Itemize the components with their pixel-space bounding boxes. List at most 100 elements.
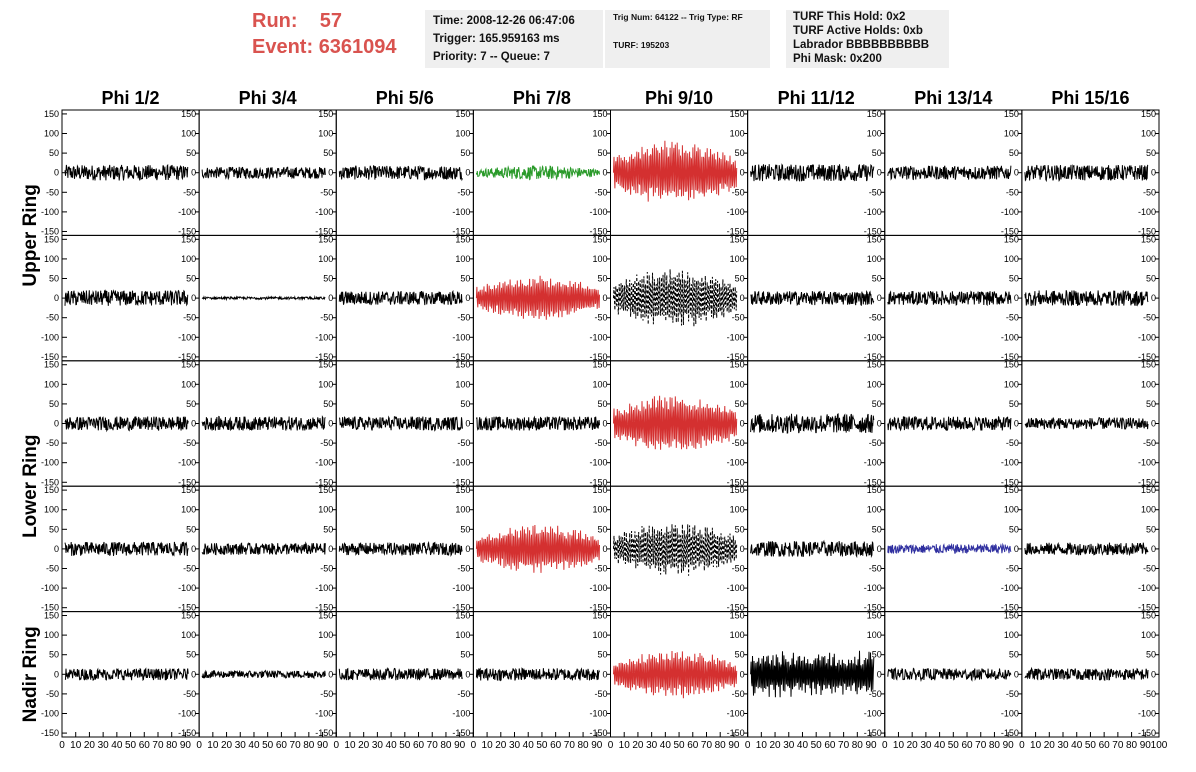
x-tick-label: 10 bbox=[1030, 740, 1042, 751]
x-tick-label: 50 bbox=[125, 740, 137, 751]
x-tick-label: 70 bbox=[290, 740, 302, 751]
y-tick-label: 150 bbox=[44, 360, 59, 370]
waveform-trace bbox=[64, 416, 189, 433]
y-tick-label: 50 bbox=[460, 274, 470, 284]
y-tick-label: 50 bbox=[1146, 399, 1156, 409]
y-tick-label: 150 bbox=[455, 234, 470, 244]
x-tick-label: 90 bbox=[1003, 740, 1015, 751]
y-tick-label: 100 bbox=[592, 630, 607, 640]
y-tick-label: 150 bbox=[455, 611, 470, 621]
y-tick-label: 150 bbox=[1004, 485, 1019, 495]
y-tick-label: 150 bbox=[1004, 234, 1019, 244]
x-tick-label: 70 bbox=[152, 740, 164, 751]
y-tick-label: -50 bbox=[732, 689, 745, 699]
waveform-trace bbox=[64, 667, 189, 682]
y-tick-label: 0 bbox=[465, 669, 470, 679]
y-tick-label: -50 bbox=[594, 187, 607, 197]
y-tick-label: -100 bbox=[1138, 583, 1156, 593]
column-header: Phi 11/12 bbox=[778, 88, 855, 108]
y-tick-label: 50 bbox=[186, 399, 196, 409]
y-tick-label: -150 bbox=[589, 728, 607, 738]
y-tick-label: 150 bbox=[592, 611, 607, 621]
x-tick-label: 80 bbox=[1126, 740, 1138, 751]
x-tick-label: 10 bbox=[756, 740, 768, 751]
y-tick-label: 0 bbox=[191, 544, 196, 554]
y-tick-label: -150 bbox=[1138, 603, 1156, 613]
waveform-trace bbox=[750, 539, 875, 559]
x-tick-label: 40 bbox=[248, 740, 260, 751]
y-tick-label: -100 bbox=[41, 583, 59, 593]
row-label: Lower Ring bbox=[20, 434, 41, 537]
y-tick-label: 0 bbox=[191, 419, 196, 429]
y-tick-label: 150 bbox=[44, 485, 59, 495]
y-tick-label: -150 bbox=[589, 352, 607, 362]
y-tick-label: -150 bbox=[864, 226, 882, 236]
y-tick-label: -100 bbox=[315, 332, 333, 342]
x-tick-label: 60 bbox=[961, 740, 973, 751]
y-tick-label: -100 bbox=[452, 708, 470, 718]
x-tick-label: 90 bbox=[317, 740, 329, 751]
y-tick-label: 100 bbox=[867, 379, 882, 389]
y-tick-label: -150 bbox=[452, 728, 470, 738]
y-tick-label: -50 bbox=[1006, 563, 1019, 573]
y-tick-label: 50 bbox=[186, 148, 196, 158]
x-tick-label: 70 bbox=[701, 740, 713, 751]
x-tick-label: 60 bbox=[824, 740, 836, 751]
run-label: Run: bbox=[252, 10, 298, 32]
y-tick-label: 50 bbox=[460, 399, 470, 409]
y-tick-label: -100 bbox=[315, 708, 333, 718]
y-tick-label: -50 bbox=[46, 689, 59, 699]
y-tick-label: 0 bbox=[465, 293, 470, 303]
y-tick-label: 50 bbox=[49, 650, 59, 660]
y-tick-label: -150 bbox=[315, 477, 333, 487]
turf-text: TURF: 195203 bbox=[613, 40, 670, 50]
event-line: Event: 6361094 bbox=[252, 34, 397, 60]
column-header: Phi 15/16 bbox=[1051, 88, 1129, 108]
x-tick-label: 0 bbox=[745, 740, 751, 751]
waveform-trace bbox=[613, 269, 738, 327]
y-tick-label: -150 bbox=[1001, 226, 1019, 236]
y-tick-label: 50 bbox=[323, 524, 333, 534]
x-tick-label: 70 bbox=[427, 740, 439, 751]
y-tick-label: -50 bbox=[1006, 187, 1019, 197]
y-tick-label: 100 bbox=[181, 630, 196, 640]
waveform-trace bbox=[201, 166, 326, 181]
y-tick-label: 100 bbox=[730, 630, 745, 640]
y-tick-label: -150 bbox=[1138, 477, 1156, 487]
y-tick-label: 150 bbox=[318, 109, 333, 119]
time-text: Time: 2008-12-26 06:47:06 bbox=[433, 15, 575, 27]
waveform-trace bbox=[613, 524, 738, 576]
y-tick-label: 100 bbox=[867, 254, 882, 264]
y-tick-label: 50 bbox=[597, 274, 607, 284]
x-tick-label: 50 bbox=[674, 740, 686, 751]
y-tick-label: 50 bbox=[735, 650, 745, 660]
x-tick-label: 50 bbox=[399, 740, 411, 751]
x-tick-label: 60 bbox=[413, 740, 425, 751]
y-tick-label: -150 bbox=[1001, 728, 1019, 738]
y-tick-label: 0 bbox=[328, 544, 333, 554]
waveform-trace bbox=[338, 289, 463, 306]
y-tick-label: 0 bbox=[1014, 544, 1019, 554]
y-tick-label: -150 bbox=[589, 603, 607, 613]
y-tick-label: 100 bbox=[1004, 254, 1019, 264]
waveform-trace bbox=[338, 415, 463, 432]
y-tick-label: -150 bbox=[41, 226, 59, 236]
x-tick-label: 50 bbox=[948, 740, 960, 751]
y-tick-label: 150 bbox=[181, 611, 196, 621]
y-tick-label: 50 bbox=[597, 650, 607, 660]
y-tick-label: 0 bbox=[877, 168, 882, 178]
y-tick-label: 0 bbox=[465, 419, 470, 429]
y-tick-label: -100 bbox=[727, 583, 745, 593]
x-tick-label: 60 bbox=[687, 740, 699, 751]
x-tick-label: 20 bbox=[1044, 740, 1056, 751]
waveform-trace bbox=[64, 289, 189, 307]
y-tick-label: 0 bbox=[740, 293, 745, 303]
x-tick-label: 0 bbox=[471, 740, 477, 751]
y-tick-label: 50 bbox=[872, 274, 882, 284]
y-tick-label: 0 bbox=[328, 293, 333, 303]
x-tick-label: 20 bbox=[221, 740, 233, 751]
y-tick-label: -100 bbox=[727, 708, 745, 718]
y-tick-label: -100 bbox=[727, 207, 745, 217]
x-tick-label: 20 bbox=[632, 740, 644, 751]
y-tick-label: -100 bbox=[589, 207, 607, 217]
